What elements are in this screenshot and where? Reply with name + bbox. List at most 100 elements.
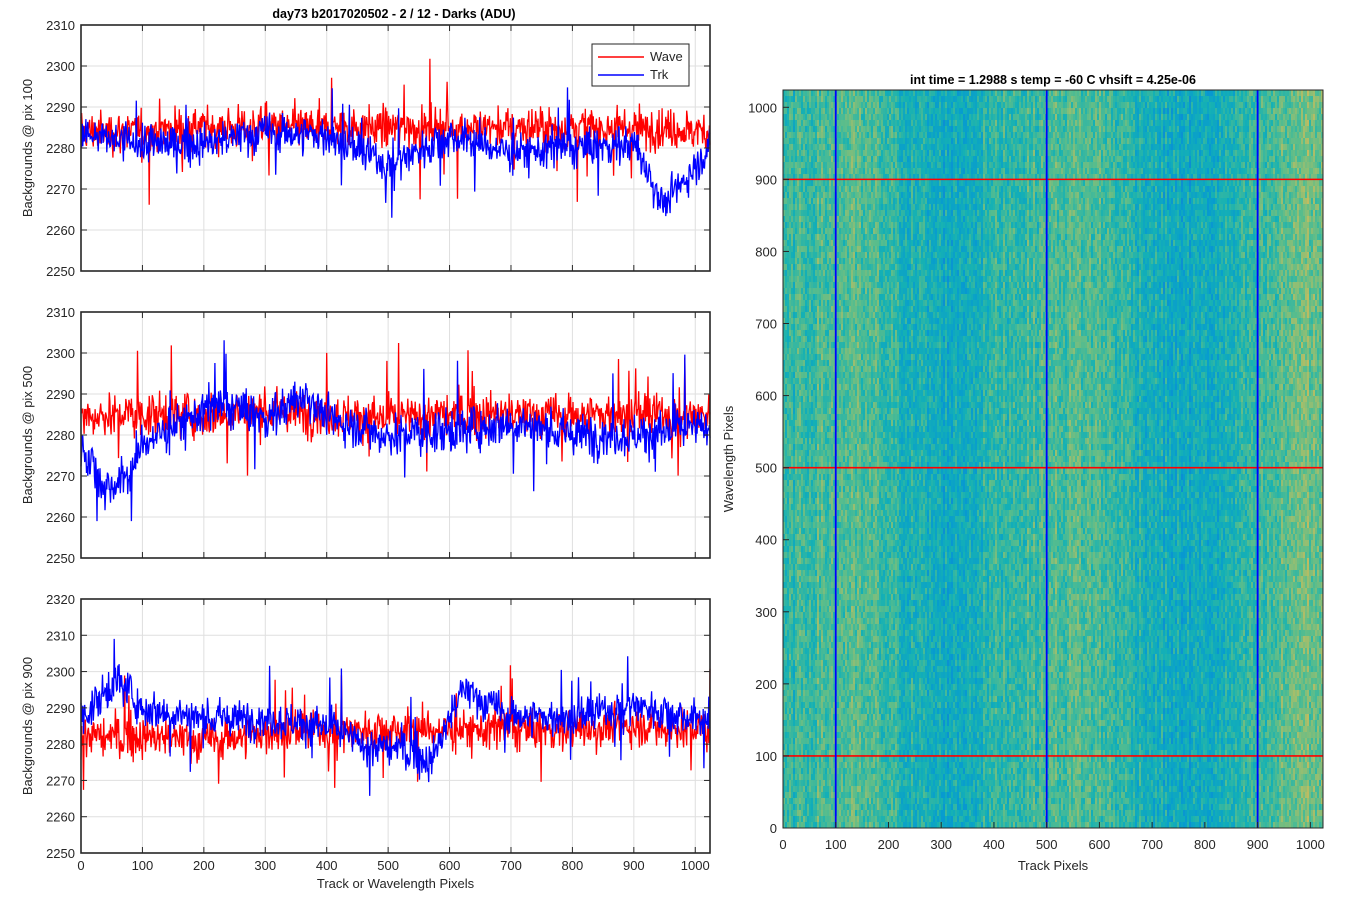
heatmap-cell bbox=[851, 180, 853, 186]
heatmap-cell bbox=[983, 132, 985, 138]
heatmap-cell bbox=[1111, 150, 1113, 156]
heatmap-cell bbox=[1161, 108, 1163, 114]
heatmap-cell bbox=[1275, 120, 1277, 126]
heatmap-cell bbox=[995, 108, 997, 114]
heatmap-cell bbox=[889, 180, 891, 186]
heatmap-cell bbox=[999, 150, 1001, 156]
heatmap-cell bbox=[1243, 126, 1245, 132]
heatmap-cell bbox=[1163, 156, 1165, 162]
heatmap-cell bbox=[1253, 132, 1255, 138]
heatmap-cell bbox=[1031, 114, 1033, 120]
heatmap-cell bbox=[1281, 108, 1283, 114]
heatmap-cell bbox=[821, 96, 823, 102]
heatmap-cell bbox=[943, 168, 945, 174]
heatmap-cell bbox=[955, 192, 957, 198]
heatmap-cell bbox=[1267, 162, 1269, 168]
heatmap-cell bbox=[1313, 150, 1315, 156]
heatmap-cell bbox=[913, 120, 915, 126]
heatmap-cell bbox=[1225, 150, 1227, 156]
heatmap-cell bbox=[1153, 156, 1155, 162]
heatmap-cell bbox=[965, 150, 967, 156]
heatmap-cell bbox=[1195, 114, 1197, 120]
heatmap-cell bbox=[1209, 138, 1211, 144]
heatmap-cell bbox=[851, 192, 853, 198]
heatmap-cell bbox=[831, 186, 833, 192]
heatmap-cell bbox=[1203, 162, 1205, 168]
heatmap-cell bbox=[1135, 96, 1137, 102]
heatmap-cell bbox=[927, 192, 929, 198]
heatmap-cell bbox=[1249, 138, 1251, 144]
heatmap-cell bbox=[999, 156, 1001, 162]
heatmap-cell bbox=[1083, 96, 1085, 102]
heatmap-cell bbox=[1297, 150, 1299, 156]
heatmap-cell bbox=[1135, 156, 1137, 162]
heatmap-cell bbox=[1119, 150, 1121, 156]
heatmap-cell bbox=[841, 108, 843, 114]
heatmap-cell bbox=[1263, 186, 1265, 192]
heatmap-cell bbox=[1039, 102, 1041, 108]
heatmap-cell bbox=[1111, 144, 1113, 150]
heatmap-cell bbox=[963, 102, 965, 108]
heatmap-cell bbox=[841, 144, 843, 150]
heatmap-cell bbox=[851, 156, 853, 162]
heatmap-cell bbox=[1161, 120, 1163, 126]
heatmap-cell bbox=[857, 132, 859, 138]
heatmap-cell bbox=[1039, 168, 1041, 174]
heatmap-cell bbox=[961, 192, 963, 198]
heatmap-cell bbox=[1219, 108, 1221, 114]
heatmap-cell bbox=[1219, 102, 1221, 108]
heatmap-cell bbox=[1001, 144, 1003, 150]
heatmap-cell bbox=[1145, 186, 1147, 192]
heatmap-cell bbox=[1015, 108, 1017, 114]
heatmap-cell bbox=[981, 186, 983, 192]
heatmap-cell bbox=[1121, 186, 1123, 192]
heatmap-cell bbox=[1051, 186, 1053, 192]
heatmap-cell bbox=[1239, 162, 1241, 168]
heatmap-cell bbox=[891, 114, 893, 120]
heatmap-cell bbox=[1169, 150, 1171, 156]
heatmap-cell bbox=[1117, 162, 1119, 168]
heatmap-cell bbox=[1081, 138, 1083, 144]
heatmap-cell bbox=[931, 102, 933, 108]
heatmap-cell bbox=[893, 126, 895, 132]
heatmap-cell bbox=[1001, 168, 1003, 174]
heatmap-cell bbox=[963, 132, 965, 138]
heatmap-cell bbox=[881, 96, 883, 102]
heatmap-cell bbox=[911, 192, 913, 198]
heatmap-cell bbox=[883, 90, 885, 96]
heatmap-cell bbox=[913, 150, 915, 156]
heatmap-cell bbox=[1109, 126, 1111, 132]
heatmap-cell bbox=[889, 96, 891, 102]
heatmap-cell bbox=[1143, 132, 1145, 138]
heatmap-cell bbox=[1307, 120, 1309, 126]
heatmap-cell bbox=[1243, 156, 1245, 162]
heatmap-cell bbox=[1053, 132, 1055, 138]
heatmap-cell bbox=[1311, 168, 1313, 174]
heatmap-cell bbox=[1181, 132, 1183, 138]
heatmap-cell bbox=[1207, 186, 1209, 192]
heatmap-cell bbox=[799, 120, 801, 126]
heatmap-cell bbox=[1229, 168, 1231, 174]
heatmap-cell bbox=[875, 144, 877, 150]
heatmap-cell bbox=[1103, 120, 1105, 126]
heatmap-cell bbox=[965, 114, 967, 120]
heatmap-cell bbox=[995, 138, 997, 144]
heatmap-cell bbox=[993, 138, 995, 144]
heatmap-cell bbox=[923, 156, 925, 162]
heatmap-cell bbox=[905, 132, 907, 138]
heatmap-cell bbox=[825, 192, 827, 198]
heatmap-cell bbox=[1041, 180, 1043, 186]
heatmap-cell bbox=[1261, 150, 1263, 156]
heatmap-cell bbox=[1301, 120, 1303, 126]
heatmap-cell bbox=[1157, 150, 1159, 156]
heatmap-cell bbox=[1129, 192, 1131, 198]
heatmap-cell bbox=[1191, 162, 1193, 168]
heatmap-cell bbox=[963, 180, 965, 186]
heatmap-cell bbox=[1189, 168, 1191, 174]
heatmap-cell bbox=[1311, 90, 1313, 96]
heatmap-cell bbox=[987, 90, 989, 96]
heatmap-cell bbox=[1013, 96, 1015, 102]
heatmap-cell bbox=[977, 108, 979, 114]
heatmap-cell bbox=[1247, 96, 1249, 102]
heatmap-cell bbox=[879, 102, 881, 108]
